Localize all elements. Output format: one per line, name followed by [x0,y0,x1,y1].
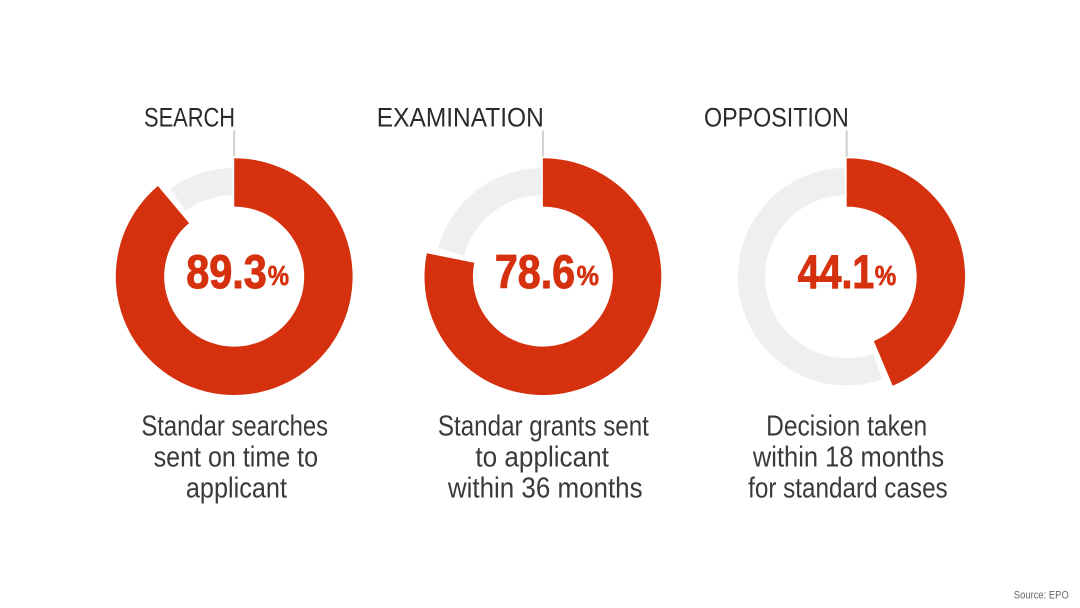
svg-text:EXAMINATION: EXAMINATION [377,103,544,133]
svg-text:OPPOSITION: OPPOSITION [704,103,849,133]
svg-text:for standard cases: for standard cases [748,473,948,505]
svg-text:to applicant: to applicant [475,442,609,474]
svg-text:applicant: applicant [186,473,287,505]
svg-text:Standar grants sent: Standar grants sent [438,411,649,443]
svg-text:Standar searches: Standar searches [141,411,328,443]
svg-text:%: % [268,260,289,291]
svg-text:within 36 months: within 36 months [447,473,643,505]
svg-text:89.3: 89.3 [186,245,267,298]
svg-text:within 18 months: within 18 months [752,442,944,474]
svg-text:Source: EPO: Source: EPO [1014,589,1069,601]
svg-text:%: % [577,260,599,291]
svg-text:44.1: 44.1 [798,245,875,298]
svg-text:sent on time to: sent on time to [154,442,319,474]
svg-text:%: % [875,260,897,291]
svg-text:78.6: 78.6 [495,245,575,298]
svg-text:SEARCH: SEARCH [144,103,235,133]
svg-text:Decision taken: Decision taken [766,411,927,443]
